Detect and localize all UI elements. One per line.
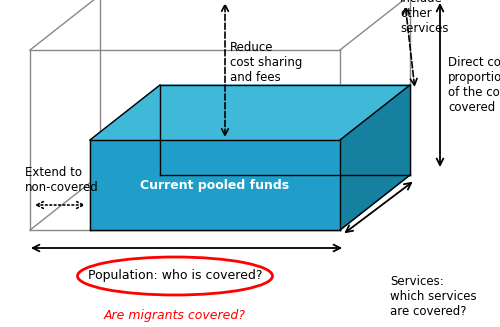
Polygon shape <box>90 140 340 230</box>
Text: Include
other
services: Include other services <box>400 0 448 35</box>
Polygon shape <box>340 85 410 230</box>
Text: Population: who is covered?: Population: who is covered? <box>88 269 262 283</box>
Polygon shape <box>90 85 410 140</box>
Text: Current pooled funds: Current pooled funds <box>140 179 290 192</box>
Text: Direct costs:
proportion
of the costs
covered: Direct costs: proportion of the costs co… <box>448 56 500 114</box>
Text: Are migrants covered?: Are migrants covered? <box>104 309 246 322</box>
Text: Services:
which services
are covered?: Services: which services are covered? <box>390 275 476 318</box>
Text: Extend to
non-covered: Extend to non-covered <box>25 166 99 194</box>
Text: Reduce
cost sharing
and fees: Reduce cost sharing and fees <box>230 41 302 84</box>
